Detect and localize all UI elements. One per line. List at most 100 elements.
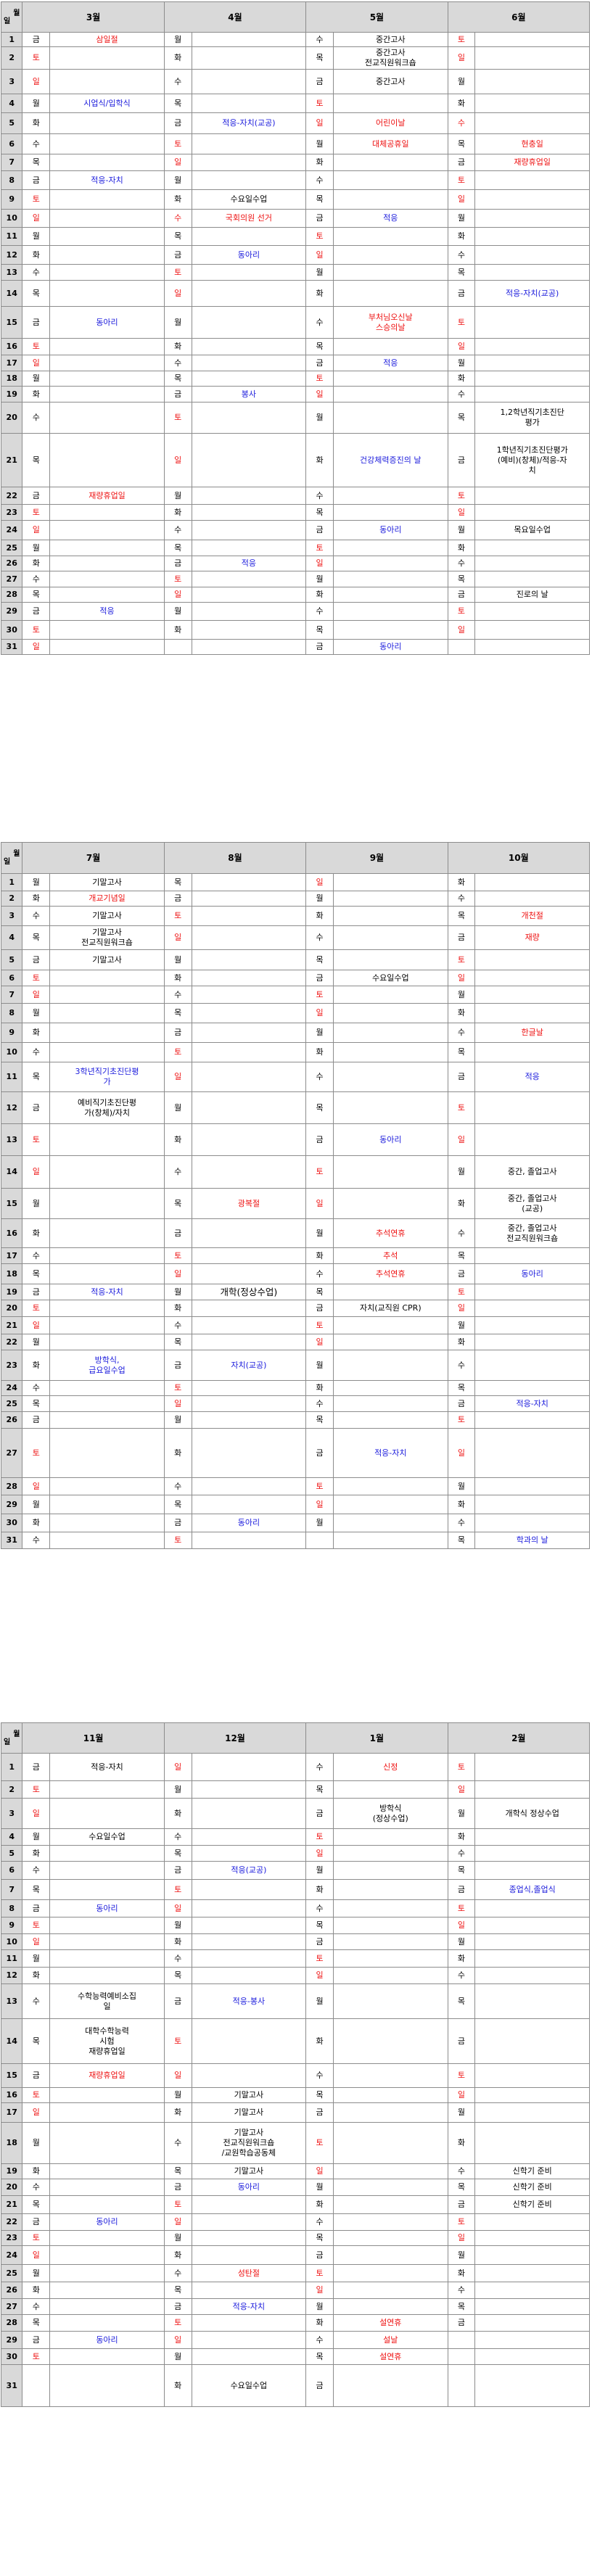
calendar-row: 30 화 금 동아리 월 수 [0, 1514, 590, 1532]
event-cell [333, 1023, 448, 1043]
calendar-row: 13 수 토 월 목 [0, 264, 590, 281]
corner-month-label: 월 [13, 1730, 20, 1738]
event-cell [332, 2195, 448, 2214]
day-number: 6 [0, 133, 23, 154]
event-cell: 적응-자치 [49, 1753, 165, 1781]
weekday-cell: 수 [305, 1062, 334, 1092]
calendar-row: 20 토 화 금 자치(교직원 CPR) 일 [0, 1300, 590, 1317]
weekday-cell: 월 [163, 602, 192, 621]
day-number: 7 [0, 154, 23, 171]
event-cell [191, 587, 307, 603]
day-number: 4 [0, 1828, 23, 1846]
month-header-row: 월 일 7월 8월 9월 10월 [0, 842, 591, 874]
weekday-cell: 화 [163, 620, 192, 640]
event-cell [49, 112, 165, 134]
event-cell: 대체공휴일 [333, 133, 448, 154]
day-number: 28 [0, 587, 23, 603]
calendar-row: 1 금 삼일절 월 수 중간고사 토 [0, 32, 590, 47]
weekday-cell [447, 639, 476, 655]
event-cell: 3학년직기초진단평 가 [49, 1062, 165, 1092]
event-cell [333, 1042, 448, 1062]
weekday-cell: 금 [305, 1933, 334, 1950]
event-cell [49, 338, 165, 355]
calendar-row: 3 수 기말고사 토 화 목 개천절 [0, 906, 590, 926]
event-cell: 신학기 준비 [474, 2179, 590, 2196]
weekday-cell: 수 [22, 1042, 51, 1062]
weekday-cell: 금 [22, 2213, 51, 2231]
event-cell: 건강체력증진의 날 [333, 433, 448, 487]
event-cell: 자치(교직원 CPR) [333, 1300, 448, 1317]
weekday-cell: 월 [163, 2230, 192, 2246]
weekday-cell: 토 [447, 1284, 476, 1300]
month-header: 2월 [447, 1722, 591, 1754]
weekday-cell: 화 [22, 1023, 51, 1043]
weekday-cell: 화 [22, 1967, 51, 1984]
weekday-cell: 토 [305, 986, 334, 1004]
calendar-row: 6 토 화 금 수요일수업 일 [0, 970, 590, 986]
day-number: 22 [0, 2213, 23, 2231]
event-cell [49, 1155, 165, 1189]
calendar-row: 30 토 화 목 일 [0, 620, 590, 640]
weekday-cell: 목 [163, 371, 192, 387]
weekday-cell: 일 [22, 2245, 51, 2265]
weekday-cell: 금 [22, 1899, 51, 1917]
day-number: 25 [0, 2264, 23, 2282]
event-cell [49, 1188, 165, 1219]
weekday-cell: 목 [447, 2179, 476, 2196]
event-cell [49, 1334, 165, 1350]
weekday-cell: 일 [163, 433, 192, 487]
event-cell: 신학기 준비 [474, 2163, 590, 2179]
event-cell [332, 1983, 448, 2019]
event-cell [49, 2122, 165, 2164]
event-cell [49, 264, 165, 281]
event-cell: 국회의원 선거 [191, 209, 307, 228]
weekday-cell: 목 [305, 949, 334, 970]
event-cell [191, 338, 307, 355]
event-cell [332, 1828, 448, 1846]
event-cell: 적응-자치(교공) [191, 112, 307, 134]
event-cell [191, 32, 307, 47]
day-number: 8 [0, 1899, 23, 1917]
calendar-row: 21 일 수 토 월 [0, 1316, 590, 1334]
event-cell: 기말고사 [49, 906, 165, 926]
calendar-row: 22 금 동아리 일 수 토 [0, 2213, 590, 2231]
event-cell [333, 280, 448, 307]
weekday-cell: 일 [305, 1003, 334, 1023]
weekday-cell: 수 [447, 891, 476, 907]
event-cell [49, 2195, 165, 2214]
calendar-row: 26 화 금 적응 일 수 [0, 556, 590, 571]
event-cell: 동아리 [333, 1123, 448, 1156]
weekday-cell: 토 [163, 1879, 192, 1900]
weekday-cell: 일 [163, 280, 192, 307]
event-cell [191, 520, 307, 540]
calendar-row: 27 수 금 적응-자치 월 목 [0, 2298, 590, 2315]
weekday-cell: 목 [163, 1967, 192, 1984]
event-cell: 동아리 [191, 245, 307, 265]
weekday-cell: 월 [305, 2298, 334, 2315]
event-cell: 부처님오신날 스승의날 [333, 306, 448, 339]
event-cell [474, 1316, 590, 1334]
event-cell [191, 1247, 307, 1264]
day-number: 27 [0, 1428, 23, 1478]
event-cell [474, 1780, 590, 1799]
event-cell [191, 949, 307, 970]
month-header: 11월 [22, 1722, 165, 1754]
weekday-cell [22, 2364, 51, 2407]
event-cell: 광복절 [191, 1188, 307, 1219]
calendar-row: 31 화 수요일수업 금 [0, 2364, 590, 2407]
calendar-row: 19 화 목 기말고사 일 수 신학기 준비 [0, 2163, 590, 2179]
event-cell [49, 69, 165, 94]
event-cell [191, 227, 307, 246]
calendar-row: 22 월 목 일 화 [0, 1334, 590, 1350]
weekday-cell: 금 [163, 1983, 192, 2019]
weekday-cell: 토 [22, 189, 51, 210]
weekday-cell: 화 [305, 2018, 334, 2064]
weekday-cell: 일 [305, 386, 334, 402]
day-number: 2 [0, 46, 23, 70]
event-cell [474, 371, 590, 387]
event-cell: 수요일수업 [191, 2364, 307, 2407]
event-cell [191, 433, 307, 487]
event-cell [333, 487, 448, 505]
event-cell [474, 2102, 590, 2123]
